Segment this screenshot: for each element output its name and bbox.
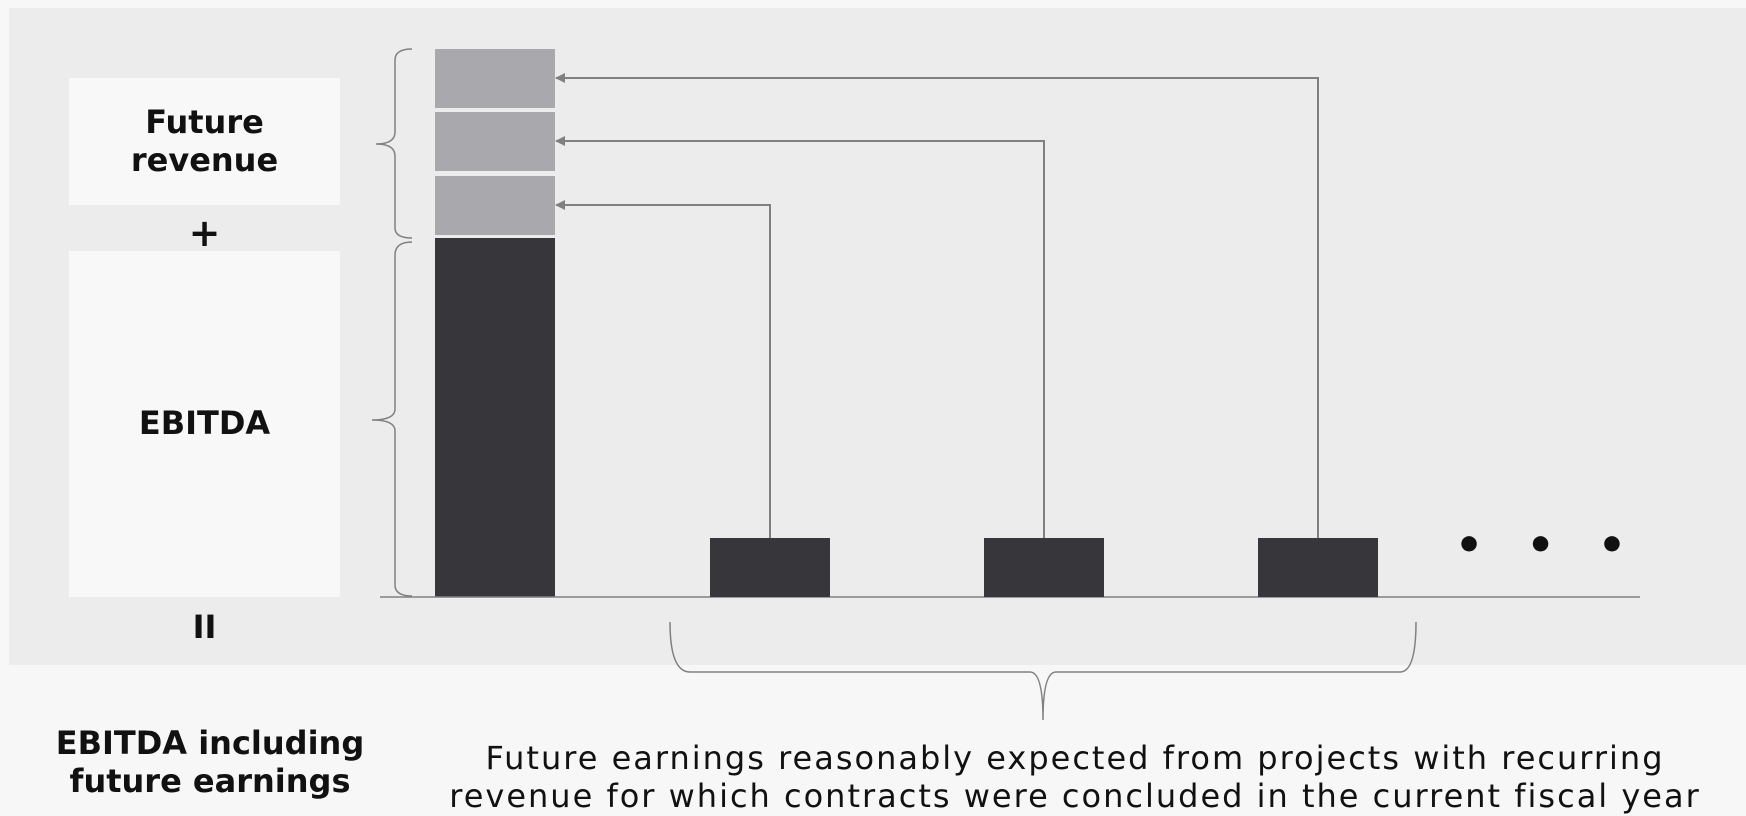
ebitda-brace bbox=[371, 241, 413, 597]
future-revenue-box: Future revenue bbox=[69, 78, 340, 205]
contract-bar-2 bbox=[984, 538, 1104, 597]
result-label: EBITDA including future earnings bbox=[55, 724, 365, 800]
ebitda-bar bbox=[435, 238, 555, 597]
contract-bar-1 bbox=[710, 538, 830, 597]
arrow-contract-1 bbox=[555, 200, 771, 538]
arrow-contract-2 bbox=[555, 136, 1045, 538]
contract-bar-3 bbox=[1258, 538, 1378, 597]
contracts-brace bbox=[669, 621, 1417, 721]
future-segment-1 bbox=[435, 49, 555, 108]
plus-sign: + bbox=[188, 211, 221, 255]
future-segment-2 bbox=[435, 112, 555, 171]
equals-sign: II bbox=[192, 608, 217, 646]
ebitda-box: EBITDA bbox=[69, 251, 340, 597]
future-segment-3 bbox=[435, 176, 555, 235]
arrow-contract-3 bbox=[555, 73, 1319, 538]
continuation-dots: • • • bbox=[1455, 520, 1641, 571]
description-text: Future earnings reasonably expected from… bbox=[449, 739, 1701, 815]
future-revenue-brace bbox=[375, 48, 413, 239]
